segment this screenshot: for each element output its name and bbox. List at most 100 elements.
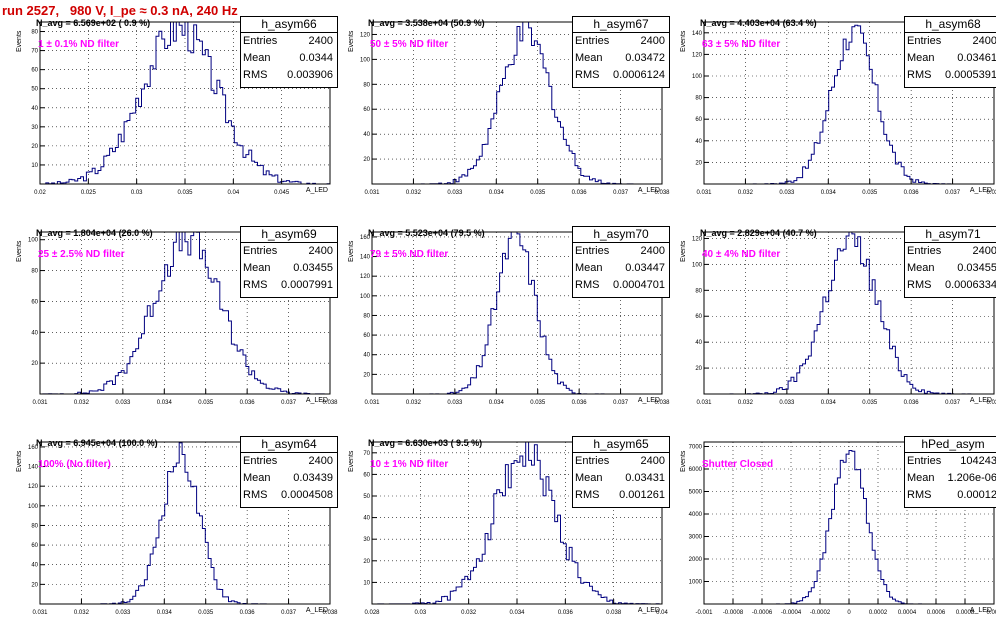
histogram-plot: 0.031 0.032 0.033 0.034 0.035 0.036 0.037 0.038… [692, 231, 996, 406]
stats-row-rms: RMS 0.0005391 [905, 67, 996, 84]
y-tick-label: 40 [31, 106, 38, 112]
stats-key: Mean [907, 262, 935, 274]
stats-value: 2400 [308, 35, 333, 47]
stats-row-mean: Mean 0.03455 [905, 260, 996, 277]
stats-box: h_asym68 Entries 2400 Mean 0.03461 RMS 0.00053… [904, 16, 996, 88]
stats-row-rms: RMS 0.00012 [905, 487, 996, 504]
y-tick-label: 40 [363, 132, 370, 138]
n-avg-label: N_avg = 6.569e+02 ( 0.9 %) [36, 18, 151, 28]
stats-key: Mean [575, 472, 603, 484]
x-tick-label: 0.034 [489, 190, 505, 196]
histogram-name: hPed_asym [905, 437, 996, 453]
y-tick-label: 120 [692, 52, 703, 58]
y-axis-label: Events [16, 240, 23, 262]
y-tick-label: 60 [363, 333, 370, 339]
stats-value: 2400 [972, 35, 996, 47]
filter-label: 79 ± 5% ND filter [370, 249, 449, 260]
y-axis-label: Events [16, 450, 23, 472]
x-tick-label: -0.0004 [781, 610, 802, 616]
stats-key: Entries [907, 245, 942, 257]
x-axis-label: A_LED [305, 187, 328, 194]
y-axis-label: Events [348, 30, 355, 52]
histogram-panel-h_asym68: 0.031 0.032 0.033 0.034 0.035 0.036 0.037 0.038… [680, 16, 996, 212]
stats-row-rms: RMS 0.0004701 [573, 277, 669, 294]
y-tick-label: 3000 [689, 535, 703, 541]
y-tick-label: 70 [31, 49, 38, 55]
histogram-plot: 0.031 0.032 0.033 0.034 0.035 0.036 0.037 0.038… [360, 231, 670, 406]
y-tick-label: 40 [695, 139, 702, 145]
y-tick-label: 20 [363, 372, 370, 378]
x-tick-label: 0.025 [81, 190, 97, 196]
x-tick-label: 0.035 [198, 400, 214, 406]
stats-row-mean: Mean 0.03439 [241, 470, 337, 487]
x-tick-label: 0.033 [115, 610, 131, 616]
stats-value: 0.03455 [293, 262, 333, 274]
y-tick-label: 20 [31, 144, 38, 150]
stats-key: Mean [243, 52, 271, 64]
histogram-name: h_asym64 [241, 437, 337, 453]
y-axis-label: Events [16, 30, 23, 52]
x-axis-label: A_LED [637, 187, 660, 194]
x-tick-label: 0.036 [558, 610, 574, 616]
n-avg-label: N_avg = 5.523e+04 (79.5 %) [368, 228, 485, 238]
stats-value: 2400 [308, 245, 333, 257]
histogram-plot: -0.001 -0.0008 -0.0006 -0.0004 -0.0002 0 0.000… [689, 441, 996, 616]
x-tick-label: 0.04 [656, 610, 668, 616]
y-tick-label: 120 [692, 236, 703, 242]
histogram-name: h_asym70 [573, 227, 669, 243]
stats-box: h_asym67 Entries 2400 Mean 0.03472 RMS 0.00061… [572, 16, 670, 88]
stats-row-rms: RMS 0.0007991 [241, 277, 337, 294]
x-tick-label: 0.033 [447, 190, 463, 196]
x-tick-label: 0.034 [489, 400, 505, 406]
x-tick-label: 0.034 [821, 400, 837, 406]
y-tick-label: 30 [31, 125, 38, 131]
y-tick-label: 10 [363, 580, 370, 586]
stats-row-entries: Entries 2400 [905, 33, 996, 50]
x-tick-label: 0.032 [738, 400, 754, 406]
n-avg-label: N_avg = 3.538e+04 (50.9 %) [368, 18, 485, 28]
x-tick-label: 0.034 [509, 610, 525, 616]
n-avg-label: N_avg = 6.630e+03 ( 9.5 %) [368, 438, 483, 448]
y-tick-label: 80 [31, 523, 38, 529]
x-tick-label: 0.0008 [956, 610, 975, 616]
y-tick-label: 30 [363, 537, 370, 543]
stats-key: RMS [907, 69, 932, 81]
filter-label: 40 ± 4% ND filter [702, 249, 781, 260]
stats-value: 2400 [640, 245, 665, 257]
y-tick-label: 80 [363, 313, 370, 319]
y-tick-label: 100 [360, 57, 371, 63]
x-tick-label: 0.032 [74, 610, 90, 616]
stats-row-entries: Entries 2400 [905, 243, 996, 260]
x-tick-label: 0.037 [613, 190, 629, 196]
stats-key: RMS [243, 489, 268, 501]
y-tick-label: 100 [28, 504, 39, 510]
x-tick-label: 0.0002 [869, 610, 888, 616]
histogram-panel-h_asym66: 0.02 0.025 0.03 0.035 0.04 0.045 10 20 30 40 50 60 7… [16, 16, 338, 212]
histogram-bars [372, 21, 662, 185]
x-tick-label: 0.03 [131, 190, 143, 196]
stats-key: Entries [575, 35, 610, 47]
x-tick-label: 0.038 [986, 400, 996, 406]
histogram-plot: 0.031 0.032 0.033 0.034 0.035 0.036 0.037 0.038… [692, 21, 996, 196]
y-tick-label: 80 [695, 288, 702, 294]
histogram-panel-h_asym71: 0.031 0.032 0.033 0.034 0.035 0.036 0.037 0.038… [680, 226, 996, 422]
stats-key: Mean [243, 262, 271, 274]
x-tick-label: 0.036 [904, 190, 920, 196]
stats-key: RMS [907, 279, 932, 291]
x-tick-label: 0.038 [986, 190, 996, 196]
x-tick-label: 0.032 [461, 610, 477, 616]
stats-value: 0.0005391 [945, 69, 996, 81]
y-tick-label: 120 [360, 32, 371, 38]
x-tick-label: 0.031 [32, 400, 48, 406]
stats-key: RMS [907, 489, 932, 501]
y-tick-label: 120 [360, 274, 371, 280]
stats-key: Entries [243, 455, 278, 467]
stats-row-entries: Entries 2400 [573, 453, 669, 470]
x-axis-label: A_LED [969, 397, 992, 404]
y-tick-label: 40 [695, 340, 702, 346]
stats-value: 104243 [960, 455, 996, 467]
x-tick-label: -0.0006 [752, 610, 773, 616]
stats-box: h_asym65 Entries 2400 Mean 0.03431 RMS 0.00126… [572, 436, 670, 508]
x-tick-label: 0.032 [74, 400, 90, 406]
y-tick-label: 120 [28, 484, 39, 490]
